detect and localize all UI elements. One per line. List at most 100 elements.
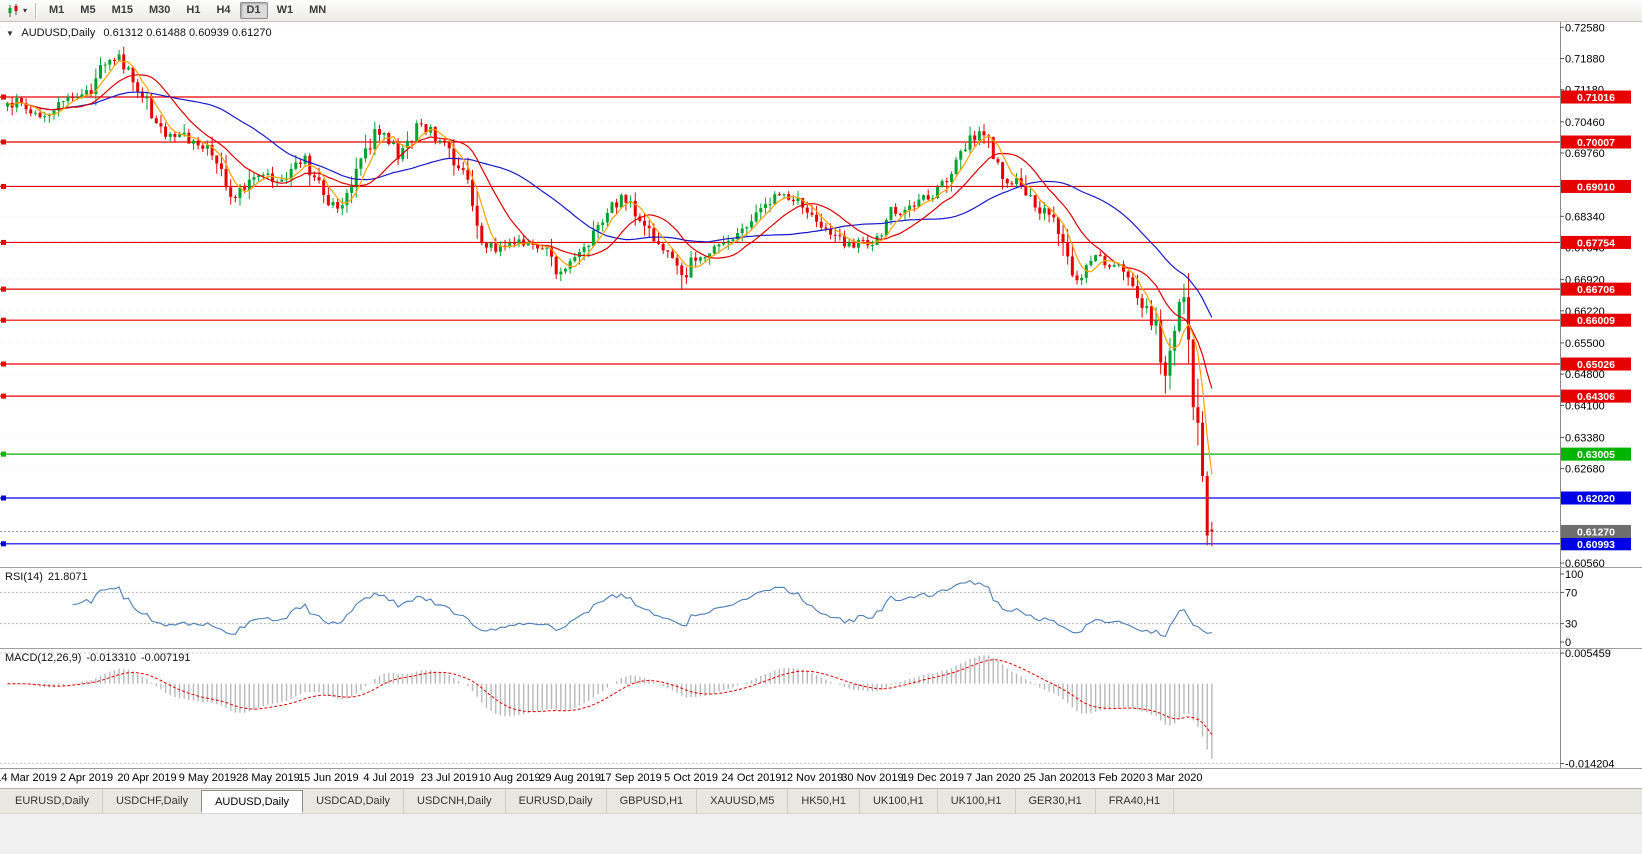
rsi-name: RSI(14) (5, 571, 43, 583)
price-tag-0.64306[interactable] (1561, 389, 1631, 403)
date-axis-label: 2 Apr 2019 (59, 772, 114, 784)
hline-handle[interactable] (1, 239, 6, 245)
chart-tab-ger30-h1[interactable]: GER30,H1 (1016, 789, 1096, 813)
hline-handle[interactable] (1, 94, 6, 100)
price-axis-label: 0.71880 (1565, 54, 1605, 66)
rsi-line (72, 579, 1213, 638)
chart-tab-eurusd-daily[interactable]: EURUSD,Daily (506, 789, 607, 813)
chart-tab-audusd-daily[interactable]: AUDUSD,Daily (201, 790, 304, 813)
chart-tab-uk100-h1[interactable]: UK100,H1 (938, 789, 1016, 813)
chart-tab-fra40-h1[interactable]: FRA40,H1 (1096, 789, 1175, 813)
rsi-axis-label: 70 (1565, 587, 1577, 599)
hline-handle[interactable] (1, 317, 6, 323)
price-chart-canvas[interactable]: 0.725800.718800.711800.704600.697600.690… (0, 22, 1642, 768)
timeframe-button-m15[interactable]: M15 (111, 4, 133, 16)
timeframe-button-m1[interactable]: M1 (49, 4, 65, 16)
svg-text:0.69010: 0.69010 (1577, 181, 1615, 193)
price-axis-label: 0.68340 (1565, 211, 1605, 223)
svg-text:0.60993: 0.60993 (1577, 539, 1615, 551)
price-axis-label: 0.62680 (1565, 464, 1605, 476)
date-axis-label: 28 May 2019 (236, 772, 300, 784)
chart-tab-usdcnh-daily[interactable]: USDCNH,Daily (404, 789, 506, 813)
chart-tab-eurusd-daily[interactable]: EURUSD,Daily (2, 789, 103, 813)
price-axis-label: 0.64100 (1565, 400, 1605, 412)
price-tag-0.71016[interactable] (1561, 90, 1631, 104)
hline-handle[interactable] (1, 183, 6, 189)
timeframe-button-w1[interactable]: W1 (276, 4, 294, 16)
timeframe-button-m30[interactable]: M30 (148, 4, 171, 16)
expand-arrow-icon[interactable]: ▼ (6, 29, 14, 38)
chart-symbol-label: ▼ AUDUSD,Daily 0.61312 0.61488 0.60939 0… (6, 27, 277, 39)
moving-average-5 (7, 60, 1213, 475)
symbol-period-text: AUDUSD,Daily (21, 27, 96, 39)
timeframe-button-d1[interactable]: D1 (239, 2, 268, 19)
chart-tab-xauusd-m5[interactable]: XAUUSD,M5 (697, 789, 789, 813)
rsi-value: 21.8071 (47, 571, 88, 583)
price-tag-0.65026[interactable] (1561, 357, 1631, 371)
macd-signal-value: -0.007191 (140, 652, 191, 664)
chart-tab-uk100-h1[interactable]: UK100,H1 (860, 789, 938, 813)
hline-handle[interactable] (1, 541, 6, 547)
timeframe-button-mn[interactable]: MN (309, 4, 327, 16)
chart-tab-hk50-h1[interactable]: HK50,H1 (788, 789, 860, 813)
macd-axis-label: -0.014204 (1565, 759, 1615, 768)
macd-signal-line (7, 659, 1213, 735)
svg-text:0.71016: 0.71016 (1577, 92, 1615, 104)
svg-text:0.66009: 0.66009 (1577, 315, 1615, 327)
moving-average-34 (7, 91, 1213, 318)
macd-histogram (11, 655, 1213, 759)
chart-tab-usdchf-daily[interactable]: USDCHF,Daily (103, 789, 203, 813)
chart-tab-usdcad-daily[interactable]: USDCAD,Daily (303, 789, 405, 813)
chart-tab-bar: EURUSD,Daily USDCHF,Daily AUDUSD,Daily USDC… (0, 788, 1642, 813)
date-axis-label: 17 Sep 2019 (599, 772, 662, 784)
macd-indicator-label: MACD(12,26,9) -0.013310 -0.007191 (5, 652, 196, 664)
date-axis-label: 13 Feb 2020 (1083, 772, 1146, 784)
date-axis-label: 24 Oct 2019 (721, 772, 782, 784)
timeframe-button-h1[interactable]: H1 (186, 4, 201, 16)
timeframe-button-h4[interactable]: H4 (216, 4, 231, 16)
date-axis-label: 29 Aug 2019 (539, 772, 602, 784)
price-tag-0.66706[interactable] (1561, 282, 1631, 296)
svg-text:0.63005: 0.63005 (1577, 449, 1615, 461)
date-axis-label: 19 Dec 2019 (901, 772, 965, 784)
date-axis-label: 23 Jul 2019 (420, 772, 478, 784)
chart-area: 0.725800.718800.711800.704600.697600.690… (0, 22, 1642, 768)
price-tag-0.66009[interactable] (1561, 313, 1631, 327)
hline-handle[interactable] (1, 361, 6, 367)
price-axis-label: 0.65500 (1565, 338, 1605, 350)
svg-text:0.67754: 0.67754 (1577, 237, 1615, 249)
rsi-axis-label: 100 (1565, 569, 1583, 581)
date-axis-label: 9 May 2019 (178, 772, 237, 784)
hline-handle[interactable] (1, 393, 6, 399)
chart-type-icon[interactable]: ▾ (3, 2, 30, 20)
time-axis[interactable]: 14 Mar 2019 2 Apr 2019 20 Apr 2019 9 May 20… (0, 768, 1642, 788)
price-tag-0.62020[interactable] (1561, 491, 1631, 505)
timeframe-button-m5[interactable]: M5 (80, 4, 96, 16)
price-tag-0.70007[interactable] (1561, 135, 1631, 149)
date-axis-label: 25 Jan 2020 (1023, 772, 1085, 784)
svg-text:0.65026: 0.65026 (1577, 359, 1615, 371)
rsi-axis-label: 0 (1565, 637, 1571, 649)
price-tag-0.60993[interactable] (1561, 537, 1631, 551)
hline-handle[interactable] (1, 139, 6, 145)
ohlc-text: 0.61312 0.61488 0.60939 0.61270 (103, 27, 272, 39)
date-axis-label: 7 Jan 2020 (966, 772, 1021, 784)
price-tag-0.63005[interactable] (1561, 447, 1631, 461)
window-filler (0, 813, 1642, 854)
price-axis-label: 0.72580 (1565, 22, 1605, 34)
hline-handle[interactable] (1, 286, 6, 292)
hline-handle[interactable] (1, 495, 6, 501)
hline-handle[interactable] (1, 451, 6, 457)
price-axis-label: 0.63380 (1565, 432, 1605, 444)
moving-average-13 (7, 74, 1213, 389)
svg-text:0.66706: 0.66706 (1577, 284, 1615, 296)
rsi-indicator-label: RSI(14) 21.8071 (5, 571, 93, 583)
dropdown-caret-icon: ▾ (23, 6, 28, 15)
chart-tab-gbpusd-h1[interactable]: GBPUSD,H1 (607, 789, 698, 813)
macd-main-value: -0.013310 (86, 652, 136, 664)
price-tag-0.67754[interactable] (1561, 235, 1631, 249)
price-tag-0.69010[interactable] (1561, 179, 1631, 193)
price-axis-label: 0.69760 (1565, 148, 1605, 160)
candlestick-chart-icon (8, 3, 18, 17)
date-axis-label: 14 Mar 2019 (0, 772, 57, 784)
